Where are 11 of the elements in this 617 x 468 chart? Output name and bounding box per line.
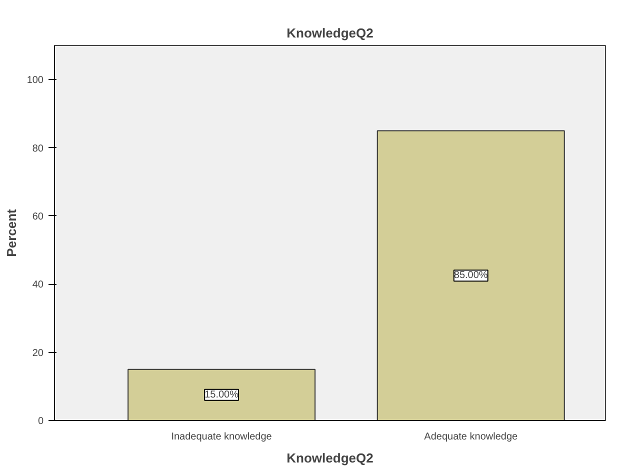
chart-title: KnowledgeQ2 [286, 26, 374, 40]
x-tick-label: Adequate knowledge [424, 432, 518, 442]
y-tick-label: 0 [38, 416, 44, 427]
x-tick-label: Inadequate knowledge [171, 432, 272, 442]
y-tick-label: 60 [32, 211, 44, 222]
y-tick-label: 100 [26, 75, 44, 86]
x-axis-title: KnowledgeQ2 [286, 450, 374, 466]
y-tick-label: 80 [32, 143, 44, 154]
y-axis-title: Percent [4, 208, 19, 257]
y-tick-label: 40 [32, 280, 44, 291]
y-tick-label: 20 [32, 348, 44, 359]
